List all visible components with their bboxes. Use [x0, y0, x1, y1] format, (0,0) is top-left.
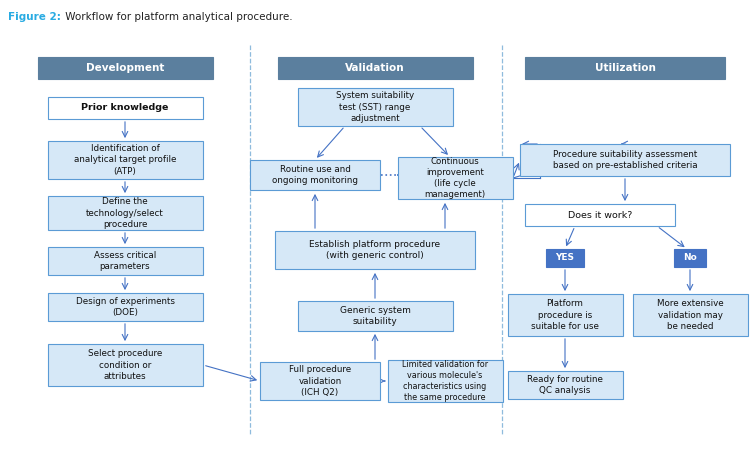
Text: Identification of
analytical target profile
(ATP): Identification of analytical target prof… [74, 144, 176, 176]
FancyBboxPatch shape [632, 294, 748, 336]
Text: YES: YES [556, 253, 574, 262]
Text: System suitability
test (SST) range
adjustment: System suitability test (SST) range adju… [336, 91, 414, 122]
FancyBboxPatch shape [47, 293, 202, 321]
FancyBboxPatch shape [278, 57, 472, 79]
Text: Development: Development [86, 63, 164, 73]
Text: Utilization: Utilization [595, 63, 656, 73]
Text: Establish platform procedure
(with generic control): Establish platform procedure (with gener… [310, 240, 440, 260]
FancyBboxPatch shape [388, 360, 502, 402]
Text: Prior knowledge: Prior knowledge [81, 104, 169, 112]
Text: Select procedure
condition or
attributes: Select procedure condition or attributes [88, 349, 162, 381]
Text: Does it work?: Does it work? [568, 211, 632, 220]
Text: Routine use and
ongoing monitoring: Routine use and ongoing monitoring [272, 165, 358, 185]
FancyBboxPatch shape [275, 231, 475, 269]
FancyBboxPatch shape [546, 249, 584, 267]
FancyBboxPatch shape [47, 344, 202, 386]
FancyBboxPatch shape [298, 88, 452, 126]
FancyBboxPatch shape [38, 57, 212, 79]
Text: Platform
procedure is
suitable for use: Platform procedure is suitable for use [531, 299, 599, 331]
FancyBboxPatch shape [398, 157, 512, 199]
FancyBboxPatch shape [260, 362, 380, 400]
FancyBboxPatch shape [525, 57, 725, 79]
FancyBboxPatch shape [674, 249, 706, 267]
Text: Continuous
improvement
(life cycle
management): Continuous improvement (life cycle manag… [424, 157, 485, 199]
Text: Assess critical
parameters: Assess critical parameters [94, 251, 156, 271]
Text: Validation: Validation [345, 63, 405, 73]
Text: Figure 2:: Figure 2: [8, 12, 61, 22]
Text: Full procedure
validation
(ICH Q2): Full procedure validation (ICH Q2) [289, 365, 351, 396]
FancyBboxPatch shape [525, 204, 675, 226]
Text: More extensive
validation may
be needed: More extensive validation may be needed [657, 299, 723, 331]
Text: Define the
technology/select
procedure: Define the technology/select procedure [86, 198, 164, 229]
Text: Ready for routine
QC analysis: Ready for routine QC analysis [527, 375, 603, 395]
FancyBboxPatch shape [508, 371, 622, 399]
FancyBboxPatch shape [47, 141, 202, 179]
FancyBboxPatch shape [250, 160, 380, 190]
Text: Limited validation for
various molecule's
characteristics using
the same procedu: Limited validation for various molecule'… [402, 360, 488, 402]
Text: Design of experiments
(DOE): Design of experiments (DOE) [76, 297, 175, 317]
FancyBboxPatch shape [508, 294, 622, 336]
FancyBboxPatch shape [298, 301, 452, 331]
FancyBboxPatch shape [47, 196, 202, 230]
Text: No: No [683, 253, 697, 262]
FancyBboxPatch shape [520, 144, 730, 176]
FancyBboxPatch shape [47, 247, 202, 275]
Text: Procedure suitability assessment
based on pre-established criteria: Procedure suitability assessment based o… [553, 150, 698, 170]
Text: Generic system
suitability: Generic system suitability [340, 306, 410, 326]
Text: Workflow for platform analytical procedure.: Workflow for platform analytical procedu… [62, 12, 292, 22]
FancyBboxPatch shape [47, 97, 202, 119]
